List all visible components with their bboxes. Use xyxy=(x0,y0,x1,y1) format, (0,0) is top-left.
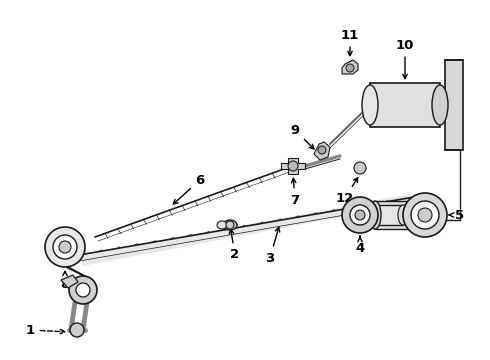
Circle shape xyxy=(355,210,365,220)
Text: 6: 6 xyxy=(173,174,205,204)
Polygon shape xyxy=(314,142,330,160)
Text: 12: 12 xyxy=(336,178,358,204)
Ellipse shape xyxy=(369,201,381,229)
Bar xyxy=(378,205,403,225)
Ellipse shape xyxy=(398,205,408,225)
Circle shape xyxy=(76,283,90,297)
Circle shape xyxy=(354,162,366,174)
Text: 8: 8 xyxy=(60,271,70,292)
Text: 10: 10 xyxy=(396,39,414,79)
Circle shape xyxy=(350,205,370,225)
Text: 4: 4 xyxy=(355,236,365,255)
Circle shape xyxy=(226,221,234,229)
Text: 11: 11 xyxy=(341,28,359,56)
Bar xyxy=(370,83,440,127)
Circle shape xyxy=(418,208,432,222)
Circle shape xyxy=(59,241,71,253)
Text: 3: 3 xyxy=(266,227,280,265)
Circle shape xyxy=(70,323,84,337)
Ellipse shape xyxy=(217,221,227,229)
Circle shape xyxy=(45,227,85,267)
Circle shape xyxy=(318,146,326,154)
Text: 7: 7 xyxy=(291,178,299,207)
Polygon shape xyxy=(61,275,78,288)
Ellipse shape xyxy=(362,85,378,125)
Polygon shape xyxy=(281,158,305,174)
Ellipse shape xyxy=(432,85,448,125)
Circle shape xyxy=(53,235,77,259)
Text: 5: 5 xyxy=(449,208,465,221)
Circle shape xyxy=(342,197,378,233)
Polygon shape xyxy=(342,60,358,74)
Polygon shape xyxy=(82,194,410,266)
Circle shape xyxy=(403,193,447,237)
Ellipse shape xyxy=(223,220,237,230)
Circle shape xyxy=(346,64,354,72)
Bar xyxy=(445,60,463,150)
Bar xyxy=(375,201,425,229)
Circle shape xyxy=(288,161,298,171)
Text: 1: 1 xyxy=(25,324,65,337)
Text: 2: 2 xyxy=(229,229,240,261)
Circle shape xyxy=(69,276,97,304)
Text: 9: 9 xyxy=(291,123,314,149)
Circle shape xyxy=(411,201,439,229)
